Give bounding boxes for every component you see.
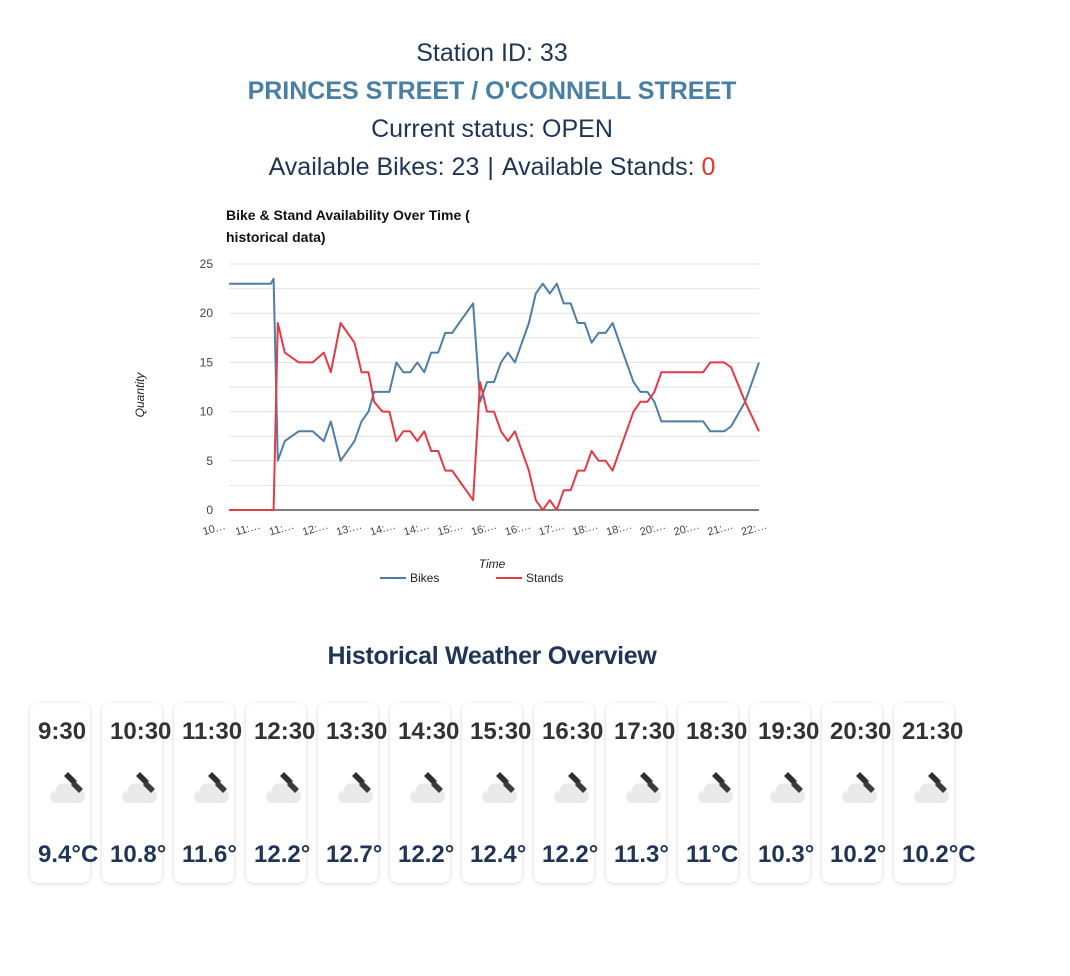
x-tick-label: 13:…: [335, 520, 364, 539]
weather-time: 11:30: [182, 718, 243, 745]
cloud-rain-icon: [192, 769, 232, 807]
availability-separator: |: [487, 153, 494, 181]
weather-title: Historical Weather Overview: [327, 642, 657, 670]
weather-time: 16:30: [542, 718, 604, 745]
weather-temp: 12.2°: [398, 841, 455, 868]
weather-temp: 12.2°: [542, 841, 599, 868]
cloud-rain-icon: [912, 769, 952, 807]
legend-label-bikes: Bikes: [410, 571, 439, 585]
x-tick-label: 14:…: [369, 520, 398, 539]
weather-card: 11:30 11.6°: [174, 703, 242, 883]
cloud-rain-icon: [696, 769, 736, 807]
weather-card: 17:30 11.3°: [606, 703, 675, 883]
weather-time: 18:30: [686, 718, 748, 745]
weather-temp: 11°C: [686, 841, 739, 868]
series-stands-line: [229, 322, 760, 511]
weather-temp: 11.3°: [614, 841, 669, 868]
x-tick-label: 17:…: [537, 520, 566, 539]
weather-time: 10:30: [110, 718, 172, 745]
weather-time: 14:30: [398, 718, 460, 745]
cloud-rain-icon: [552, 769, 592, 807]
x-tick-label: 11:…: [234, 520, 262, 539]
x-tick-label: 14:…: [402, 520, 431, 539]
station-id: Station ID: 33: [416, 39, 568, 67]
weather-temp: 10.2°: [830, 841, 887, 868]
weather-card: 15:30 12.4°: [462, 703, 531, 883]
x-tick-label: 20:…: [672, 520, 701, 539]
y-tick-label: 0: [206, 503, 213, 517]
weather-time: 15:30: [470, 718, 532, 745]
x-tick-label: 18:…: [571, 520, 600, 539]
weather-temp: 10.8°: [110, 841, 167, 868]
weather-card: 19:30 10.3°: [750, 703, 819, 883]
cloud-rain-icon: [264, 769, 304, 807]
availability-line: Available Bikes: 23 | Available Stands: 0: [0, 148, 984, 186]
weather-temp: 12.7°: [326, 841, 383, 868]
x-tick-label: 10…: [201, 520, 227, 538]
y-tick-label: 5: [206, 454, 213, 468]
cloud-rain-icon: [336, 769, 376, 807]
weather-time: 19:30: [758, 718, 820, 745]
station-status: Current status: OPEN: [371, 115, 613, 143]
weather-card: 16:30 12.2°: [534, 703, 603, 883]
x-tick-label: 21:…: [706, 520, 735, 539]
weather-time: 21:30: [902, 718, 964, 745]
weather-card: 21:30 10.2°C: [894, 703, 976, 883]
cloud-rain-icon: [624, 769, 664, 807]
cloud-rain-icon: [768, 769, 808, 807]
station-name: PRINCES STREET / O'CONNELL STREET: [247, 77, 737, 105]
x-tick-label: 16:…: [470, 520, 499, 539]
series-bikes-line: [229, 277, 760, 462]
weather-temp: 11.6°: [182, 841, 237, 868]
weather-time: 12:30: [254, 718, 316, 745]
y-tick-label: 20: [200, 306, 214, 320]
availability-chart: Bike & Stand Availability Over Time ( his…: [133, 207, 769, 585]
x-tick-label: 22:…: [740, 520, 769, 539]
x-tick-label: 16:…: [504, 520, 533, 539]
y-axis-title: Quantity: [133, 372, 147, 418]
weather-temp: 9.4°C: [38, 841, 99, 868]
weather-card: 12:30 12.2°: [246, 703, 315, 883]
weather-time: 9:30: [38, 718, 87, 745]
cloud-rain-icon: [840, 769, 880, 807]
y-tick-label: 15: [200, 355, 214, 369]
legend-label-stands: Stands: [526, 571, 563, 585]
y-tick-label: 10: [200, 405, 214, 419]
chart-title: Bike & Stand Availability Over Time (: [226, 207, 470, 223]
x-tick-label: 15:…: [436, 520, 465, 539]
y-tick-label: 25: [200, 257, 214, 271]
weather-time: 17:30: [614, 718, 676, 745]
weather-card: 18:30 11°C: [678, 703, 747, 883]
cloud-rain-icon: [120, 769, 160, 807]
x-tick-label: 20:…: [639, 520, 668, 539]
cloud-rain-icon: [48, 769, 88, 807]
x-tick-label: 11:…: [268, 520, 296, 539]
weather-temp: 12.4°: [470, 841, 527, 868]
weather-temp: 10.3°: [758, 841, 815, 868]
x-tick-label: 18:…: [605, 520, 634, 539]
x-axis-title: Time: [479, 557, 506, 571]
weather-time: 20:30: [830, 718, 892, 745]
weather-temp: 12.2°: [254, 841, 311, 868]
cloud-rain-icon: [408, 769, 448, 807]
weather-card: 13:30 12.7°: [318, 703, 387, 883]
available-bikes: Available Bikes: 23: [268, 153, 480, 181]
available-stands-value: 0: [701, 153, 716, 181]
weather-card: 20:30 10.2°: [822, 703, 891, 883]
x-tick-label: 12:…: [301, 520, 330, 539]
weather-card: 9:30 9.4°C: [30, 703, 98, 883]
weather-temp: 10.2°C: [902, 841, 976, 868]
station-info: Station ID: 33 PRINCES STREET / O'CONNEL…: [0, 34, 984, 186]
chart-title: historical data): [226, 229, 326, 245]
weather-time: 13:30: [326, 718, 388, 745]
weather-card: 14:30 12.2°: [390, 703, 459, 883]
weather-card: 10:30 10.8°: [102, 703, 171, 883]
cloud-rain-icon: [480, 769, 520, 807]
available-stands-label: Available Stands:: [501, 153, 702, 181]
